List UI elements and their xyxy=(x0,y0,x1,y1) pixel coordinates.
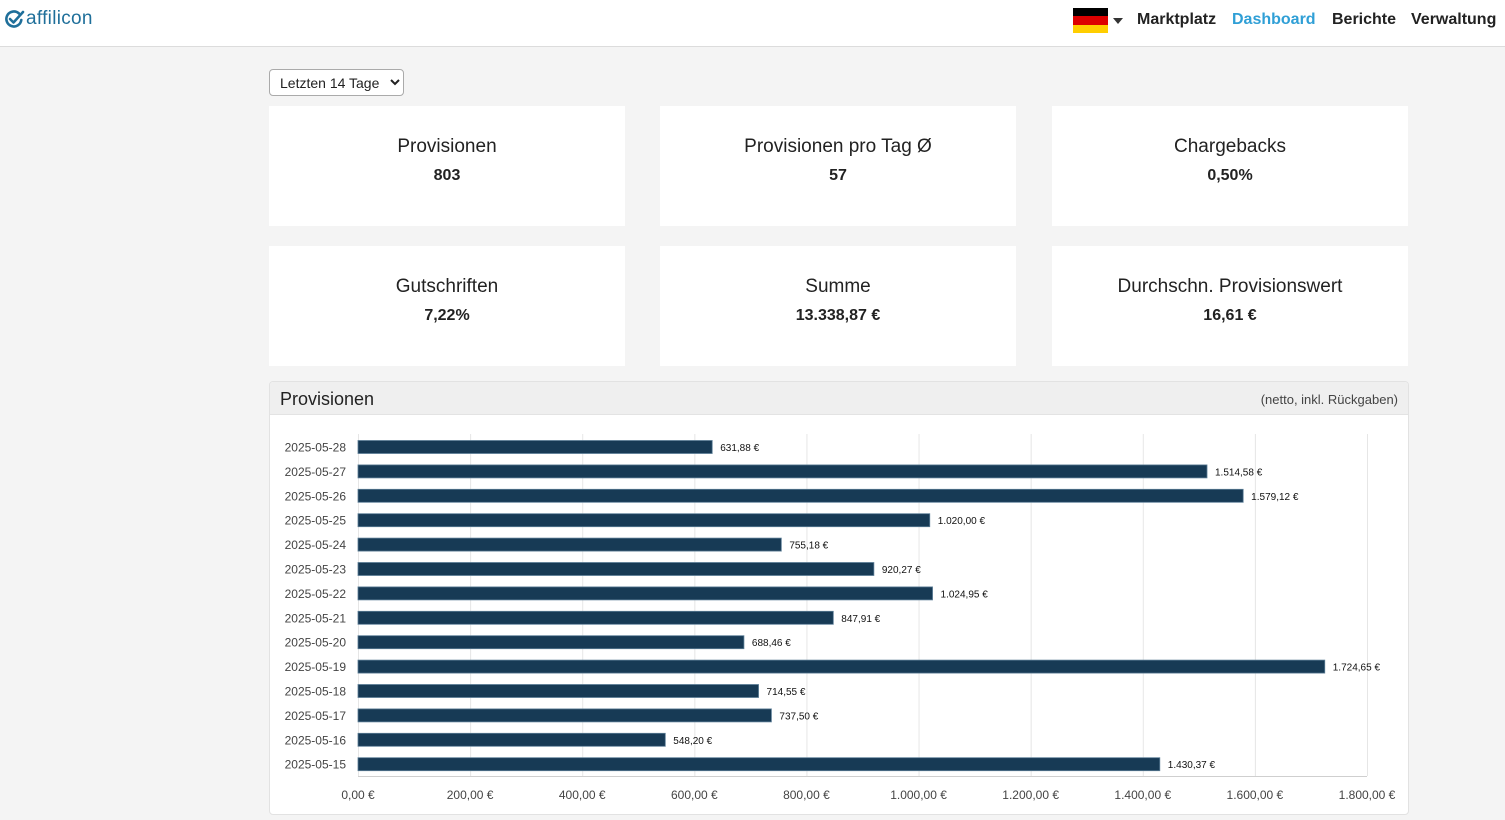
y-tick-label: 2025-05-21 xyxy=(285,611,347,625)
chart-bar xyxy=(357,537,782,552)
chart-bar xyxy=(357,513,931,528)
nav-marktplatz[interactable]: Marktplatz xyxy=(1137,11,1217,28)
panel-note: (netto, inkl. Rückgaben) xyxy=(1260,392,1398,407)
bar-value-label: 1.514,58 € xyxy=(1215,467,1263,478)
y-tick-label: 2025-05-20 xyxy=(285,636,347,650)
stat-card-provisionen-pro-tag: Provisionen pro Tag Ø 57 xyxy=(660,106,1016,226)
panel-header: Provisionen (netto, inkl. Rückgaben) xyxy=(270,382,1408,415)
bar-value-label: 847,91 € xyxy=(841,614,880,625)
panel-title: Provisionen xyxy=(280,389,375,409)
y-tick-label: 2025-05-18 xyxy=(285,685,347,699)
nav-verwaltung[interactable]: Verwaltung xyxy=(1411,11,1497,28)
stat-title: Summe xyxy=(805,276,871,297)
x-tick-label: 1.600,00 € xyxy=(1227,788,1284,802)
stat-title: Gutschriften xyxy=(395,276,499,297)
chart-bar xyxy=(357,659,1326,674)
stat-card-provisionen: Provisionen 803 xyxy=(269,106,625,226)
logo-check-icon xyxy=(5,10,25,28)
chart-bar xyxy=(357,757,1161,772)
chart-bar xyxy=(357,610,834,625)
y-tick-label: 2025-05-22 xyxy=(285,587,347,601)
y-tick-label: 2025-05-25 xyxy=(285,514,347,528)
chart-bar xyxy=(357,708,772,723)
stat-value: 57 xyxy=(829,167,847,184)
chart-bar xyxy=(357,586,933,601)
stat-card-chargebacks: Chargebacks 0,50% xyxy=(1052,106,1408,226)
y-tick-label: 2025-05-19 xyxy=(285,660,347,674)
bar-value-label: 631,88 € xyxy=(720,443,759,454)
x-tick-label: 200,00 € xyxy=(447,788,494,802)
stat-card-gutschriften: Gutschriften 7,22% xyxy=(269,246,625,366)
provisionen-bar-chart: 0,00 € 200,00 € 400,00 € 600,00 € 800,00 € 1.… xyxy=(285,434,1396,802)
x-tick-label: 600,00 € xyxy=(671,788,718,802)
bar-value-label: 1.020,00 € xyxy=(938,516,986,527)
y-tick-label: 2025-05-16 xyxy=(285,733,347,747)
nav-dashboard[interactable]: Dashboard xyxy=(1232,11,1316,28)
x-tick-label: 0,00 € xyxy=(341,788,375,802)
chart-bar xyxy=(357,562,875,576)
stat-title: Provisionen pro Tag Ø xyxy=(744,136,932,157)
chart-bar xyxy=(357,635,745,650)
x-tick-label: 1.400,00 € xyxy=(1114,788,1171,802)
bar-value-label: 1.024,95 € xyxy=(941,589,989,600)
y-tick-label: 2025-05-23 xyxy=(285,563,347,577)
bar-value-label: 1.724,65 € xyxy=(1333,663,1381,674)
caret-down-icon xyxy=(1113,17,1123,24)
stat-value: 13.338,87 € xyxy=(795,307,881,324)
stat-value: 803 xyxy=(433,167,461,184)
chart-bar xyxy=(357,488,1244,503)
logo-text: affilicon xyxy=(26,8,93,29)
x-tick-label: 1.000,00 € xyxy=(890,788,947,802)
bar-value-label: 688,46 € xyxy=(752,638,791,649)
bar-value-label: 755,18 € xyxy=(789,541,828,552)
chart-bar xyxy=(357,464,1208,479)
language-dropdown[interactable] xyxy=(1073,8,1123,33)
x-tick-label: 1.200,00 € xyxy=(1002,788,1059,802)
x-tick-label: 400,00 € xyxy=(559,788,606,802)
x-tick-label: 1.800,00 € xyxy=(1339,788,1396,802)
logo[interactable]: affilicon xyxy=(3,7,93,31)
nav-berichte[interactable]: Berichte xyxy=(1332,11,1397,28)
stat-value: 7,22% xyxy=(424,307,470,324)
stat-card-durchschn-provisionswert: Durchschn. Provisionswert 16,61 € xyxy=(1052,246,1408,366)
y-tick-label: 2025-05-27 xyxy=(285,465,347,479)
chart-bar xyxy=(357,732,666,747)
stat-title: Provisionen xyxy=(397,136,497,157)
y-tick-label: 2025-05-17 xyxy=(285,709,347,723)
bar-value-label: 1.579,12 € xyxy=(1251,492,1299,503)
stat-card-summe: Summe 13.338,87 € xyxy=(660,246,1016,366)
x-tick-label: 800,00 € xyxy=(783,788,830,802)
bar-value-label: 1.430,37 € xyxy=(1168,760,1216,771)
stat-title: Durchschn. Provisionswert xyxy=(1117,276,1343,297)
y-tick-label: 2025-05-26 xyxy=(285,489,347,503)
german-flag-icon xyxy=(1073,8,1108,33)
bar-value-label: 737,50 € xyxy=(779,711,818,722)
bar-value-label: 920,27 € xyxy=(882,565,921,576)
y-tick-label: 2025-05-28 xyxy=(285,441,347,455)
stat-title: Chargebacks xyxy=(1174,136,1286,157)
bar-value-label: 714,55 € xyxy=(767,687,806,698)
chart-bar xyxy=(357,440,713,454)
stat-value: 0,50% xyxy=(1207,167,1253,184)
top-navbar: affilicon Marktplatz Dashboard Berichte … xyxy=(0,0,1505,47)
provisionen-chart-panel: Provisionen (netto, inkl. Rückgaben) 0,0… xyxy=(269,381,1409,815)
bar-value-label: 548,20 € xyxy=(673,736,712,747)
chart-bar xyxy=(357,684,759,698)
period-select[interactable]: Letzten 14 Tage xyxy=(269,69,404,96)
stat-value: 16,61 € xyxy=(1203,307,1257,324)
y-tick-label: 2025-05-24 xyxy=(285,538,347,552)
y-tick-label: 2025-05-15 xyxy=(285,758,347,772)
